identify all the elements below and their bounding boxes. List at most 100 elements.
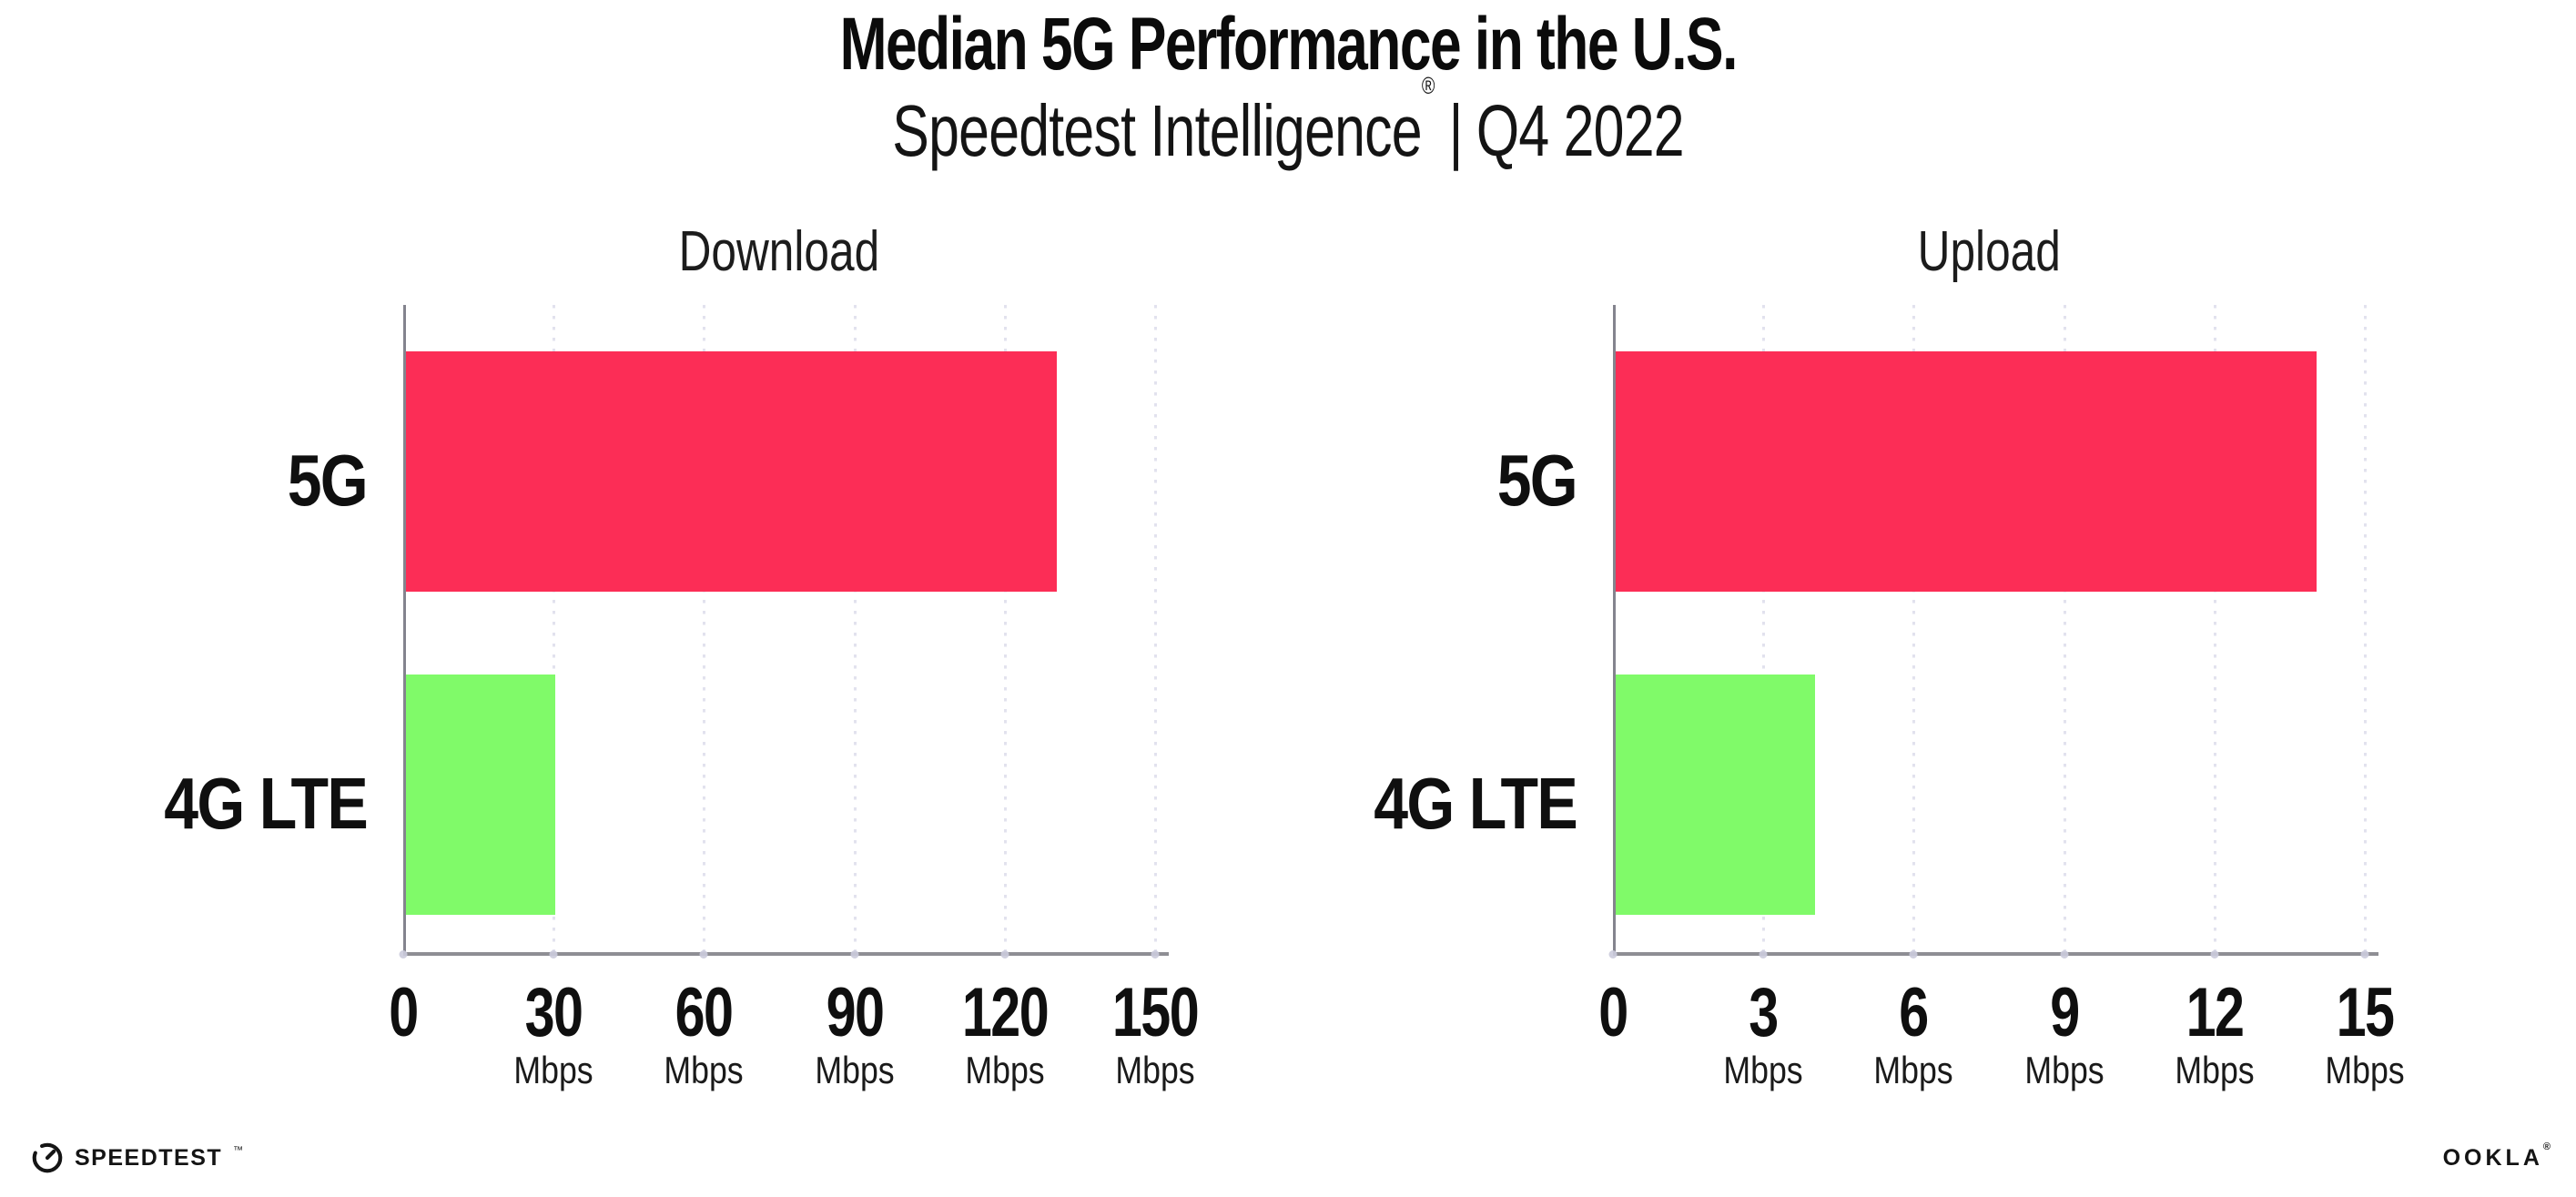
x-tick-unit: Mbps: [513, 1049, 593, 1091]
bars-layer: [1613, 305, 2365, 954]
x-tick-unit: Mbps: [1115, 1049, 1195, 1091]
registered-mark: ®: [1421, 72, 1435, 100]
speedtest-logo: SPEEDTEST ™: [31, 1141, 243, 1174]
gridline: [1154, 305, 1157, 954]
page-subtitle-text: Speedtest Intelligence®| Q4 2022: [892, 74, 1684, 167]
x-tick-labels: 0 3 Mbps 6 Mbps 9 Mbps 12 Mbps 15 Mbps: [1598, 979, 2404, 1133]
axis-tick-dot: [1909, 950, 1918, 959]
gridline: [1003, 305, 1007, 954]
axis-dots: [1608, 305, 2369, 959]
gridline: [853, 305, 857, 954]
subtitle-separator: |: [1448, 90, 1464, 171]
download-chart-title: Download: [403, 224, 1155, 280]
x-tick: 0: [385, 979, 421, 1048]
x-tick: 6 Mbps: [1867, 979, 1961, 1090]
y-axis-line: [403, 305, 406, 954]
speedtest-gauge-icon: [32, 1142, 63, 1173]
trademark-mark: ™: [233, 1145, 244, 1156]
download-chart-title-text: Download: [678, 220, 880, 283]
bar-5g-upload: [1615, 351, 2317, 592]
axis-tick-dot: [2060, 950, 2069, 959]
page-subtitle: Speedtest Intelligence®| Q4 2022: [0, 74, 2576, 167]
x-tick: 90 Mbps: [807, 979, 901, 1090]
x-tick: 15 Mbps: [2318, 979, 2412, 1090]
axis-dots: [399, 305, 1160, 959]
gridline: [2063, 305, 2066, 954]
upload-plot-area: [1608, 305, 2378, 959]
x-tick-unit: Mbps: [1723, 1049, 1803, 1091]
subtitle-period: Q4 2022: [1476, 90, 1685, 171]
axis-tick-dot: [699, 950, 708, 959]
x-tick: 120 Mbps: [949, 979, 1060, 1090]
axis-tick-dot: [549, 950, 558, 959]
bar-4g-lte-upload: [1615, 675, 1816, 915]
download-chart: Download 5G 4G LTE 0 30 Mbps 60 Mbps 90 Mbps 120…: [164, 0, 1199, 1197]
x-tick-value: 60: [674, 974, 734, 1051]
x-tick-unit: Mbps: [814, 1049, 895, 1091]
grid-layer: [1613, 305, 2367, 954]
x-tick-unit: Mbps: [965, 1049, 1045, 1091]
y-axis-line: [1613, 305, 1616, 954]
x-tick-unit: Mbps: [664, 1049, 745, 1091]
bars-layer: [403, 305, 1155, 954]
x-tick-value: 9: [2049, 974, 2080, 1051]
ookla-wordmark: OOKLA: [2442, 1145, 2543, 1171]
upload-chart-title: Upload: [1613, 224, 2365, 280]
axis-tick-dot: [1151, 950, 1160, 959]
gridline: [553, 305, 556, 954]
axis-tick-dot: [2210, 950, 2219, 959]
x-tick: 0: [1595, 979, 1631, 1048]
page-title: Median 5G Performance in the U.S.: [0, 7, 2576, 82]
x-tick: 9 Mbps: [2017, 979, 2111, 1090]
x-tick: 12 Mbps: [2167, 979, 2261, 1090]
category-labels: 5G 4G LTE: [1294, 305, 1577, 954]
x-tick: 60 Mbps: [657, 979, 751, 1090]
x-tick-value: 0: [1598, 974, 1628, 1051]
x-tick-value: 30: [524, 974, 583, 1051]
bar-5g-download: [405, 351, 1057, 592]
upload-chart-title-text: Upload: [1917, 220, 2061, 283]
axis-tick-dot: [2360, 950, 2369, 959]
x-tick-value: 90: [826, 974, 884, 1051]
gridline: [1912, 305, 1916, 954]
x-tick: 150 Mbps: [1100, 979, 1211, 1090]
x-tick-unit: Mbps: [2175, 1049, 2255, 1091]
speedtest-wordmark: SPEEDTEST: [75, 1144, 223, 1171]
grid-layer: [403, 305, 1157, 954]
x-tick-value: 6: [1899, 974, 1930, 1051]
category-label-4g-lte: 4G LTE: [1374, 763, 1577, 844]
gridline: [2213, 305, 2216, 954]
x-axis-line: [403, 952, 1169, 956]
category-labels: 5G 4G LTE: [85, 305, 369, 954]
category-label-4g-lte: 4G LTE: [164, 763, 368, 844]
download-plot-area: [399, 305, 1169, 959]
page-title-text: Median 5G Performance in the U.S.: [839, 3, 1738, 86]
x-tick-unit: Mbps: [2023, 1049, 2104, 1091]
x-tick-unit: Mbps: [2325, 1049, 2405, 1091]
axis-tick-dot: [1759, 950, 1768, 959]
axis-tick-dot: [1608, 950, 1618, 959]
category-label-5g: 5G: [287, 440, 369, 521]
x-tick-value: 15: [2336, 974, 2395, 1051]
x-axis-line: [1613, 952, 2378, 956]
x-tick-value: 0: [389, 974, 419, 1051]
subtitle-brand: Speedtest Intelligence: [892, 90, 1422, 171]
x-tick-value: 120: [961, 974, 1050, 1051]
gridline: [703, 305, 706, 954]
x-tick: 30 Mbps: [507, 979, 601, 1090]
axis-tick-dot: [399, 950, 408, 959]
axis-tick-dot: [1000, 950, 1009, 959]
category-label-5g: 5G: [1496, 440, 1578, 521]
bar-4g-lte-download: [405, 675, 556, 915]
x-tick-unit: Mbps: [1873, 1049, 1954, 1091]
ookla-registered-mark: ®: [2542, 1141, 2551, 1152]
gridline: [2364, 305, 2367, 954]
x-tick: 3 Mbps: [1717, 979, 1810, 1090]
gridline: [1762, 305, 1766, 954]
axis-tick-dot: [850, 950, 859, 959]
x-tick-value: 3: [1749, 974, 1779, 1051]
ookla-logo: OOKLA®: [2442, 1141, 2551, 1171]
x-tick-value: 12: [2186, 974, 2244, 1051]
upload-chart: Upload 5G 4G LTE 0 3 Mbps 6 Mbps 9 Mbps 12 Mbps 15…: [1374, 0, 2404, 1197]
